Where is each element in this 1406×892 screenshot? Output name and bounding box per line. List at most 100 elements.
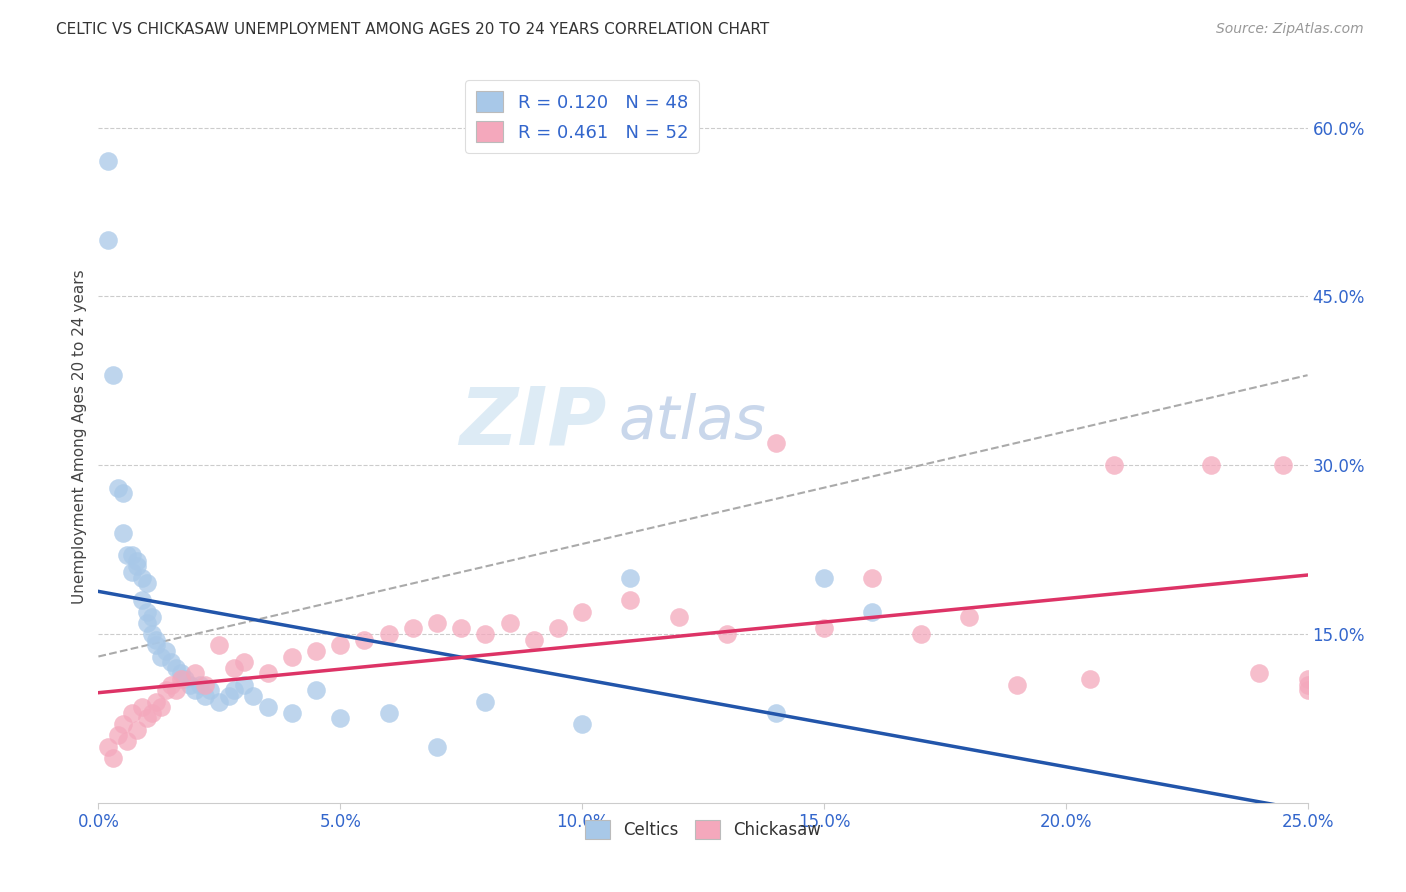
Point: [1249, 666, 1271, 681]
Point: [813, 621, 835, 635]
Point: [101, 368, 124, 383]
Point: [111, 717, 134, 731]
Point: [145, 632, 167, 647]
Point: [474, 627, 496, 641]
Legend: Celtics, Chickasaw: Celtics, Chickasaw: [578, 814, 828, 846]
Point: [619, 593, 641, 607]
Point: [165, 683, 187, 698]
Point: [1296, 678, 1319, 692]
Point: [1296, 672, 1319, 686]
Point: [127, 723, 149, 737]
Point: [329, 638, 352, 652]
Point: [1272, 458, 1295, 473]
Point: [222, 661, 245, 675]
Text: Source: ZipAtlas.com: Source: ZipAtlas.com: [1216, 22, 1364, 37]
Point: [256, 700, 278, 714]
Point: [353, 632, 375, 647]
Point: [232, 678, 254, 692]
Point: [179, 678, 201, 692]
Point: [765, 706, 787, 720]
Point: [547, 621, 569, 635]
Point: [127, 559, 149, 574]
Point: [957, 610, 980, 624]
Point: [474, 694, 496, 708]
Point: [1199, 458, 1222, 473]
Text: CELTIC VS CHICKASAW UNEMPLOYMENT AMONG AGES 20 TO 24 YEARS CORRELATION CHART: CELTIC VS CHICKASAW UNEMPLOYMENT AMONG A…: [56, 22, 769, 37]
Point: [184, 683, 207, 698]
Point: [150, 700, 173, 714]
Point: [121, 565, 143, 579]
Point: [498, 615, 520, 630]
Point: [160, 655, 183, 669]
Point: [208, 638, 231, 652]
Point: [426, 739, 449, 754]
Point: [910, 627, 932, 641]
Text: ZIP: ZIP: [458, 384, 606, 461]
Point: [121, 548, 143, 562]
Point: [155, 683, 177, 698]
Point: [107, 481, 129, 495]
Point: [194, 678, 217, 692]
Point: [329, 711, 352, 725]
Point: [218, 689, 240, 703]
Point: [97, 233, 120, 247]
Point: [135, 615, 157, 630]
Point: [160, 678, 183, 692]
Point: [145, 694, 167, 708]
Point: [281, 649, 304, 664]
Point: [141, 627, 163, 641]
Point: [668, 610, 690, 624]
Point: [377, 706, 399, 720]
Point: [450, 621, 472, 635]
Point: [256, 666, 278, 681]
Point: [131, 700, 153, 714]
Point: [523, 632, 546, 647]
Point: [377, 627, 399, 641]
Point: [97, 154, 120, 169]
Point: [107, 728, 129, 742]
Point: [1078, 672, 1101, 686]
Y-axis label: Unemployment Among Ages 20 to 24 years: Unemployment Among Ages 20 to 24 years: [72, 269, 87, 605]
Point: [426, 615, 449, 630]
Point: [127, 554, 149, 568]
Point: [305, 644, 328, 658]
Point: [111, 486, 134, 500]
Point: [716, 627, 738, 641]
Point: [101, 751, 124, 765]
Point: [619, 571, 641, 585]
Point: [150, 649, 173, 664]
Point: [169, 666, 191, 681]
Point: [135, 605, 157, 619]
Point: [174, 672, 197, 686]
Point: [860, 605, 883, 619]
Point: [131, 593, 153, 607]
Point: [222, 683, 245, 698]
Point: [155, 644, 177, 658]
Point: [860, 571, 883, 585]
Point: [165, 661, 187, 675]
Point: [117, 548, 139, 562]
Point: [281, 706, 304, 720]
Point: [188, 678, 211, 692]
Point: [402, 621, 425, 635]
Point: [117, 734, 139, 748]
Text: atlas: atlas: [619, 393, 766, 452]
Point: [141, 706, 163, 720]
Point: [135, 711, 157, 725]
Point: [208, 694, 231, 708]
Point: [1296, 683, 1319, 698]
Point: [169, 672, 191, 686]
Point: [813, 571, 835, 585]
Point: [571, 605, 593, 619]
Point: [141, 610, 163, 624]
Point: [571, 717, 593, 731]
Point: [1007, 678, 1029, 692]
Point: [97, 739, 120, 754]
Point: [305, 683, 328, 698]
Point: [184, 666, 207, 681]
Point: [765, 435, 787, 450]
Point: [131, 571, 153, 585]
Point: [135, 576, 157, 591]
Point: [232, 655, 254, 669]
Point: [111, 525, 134, 540]
